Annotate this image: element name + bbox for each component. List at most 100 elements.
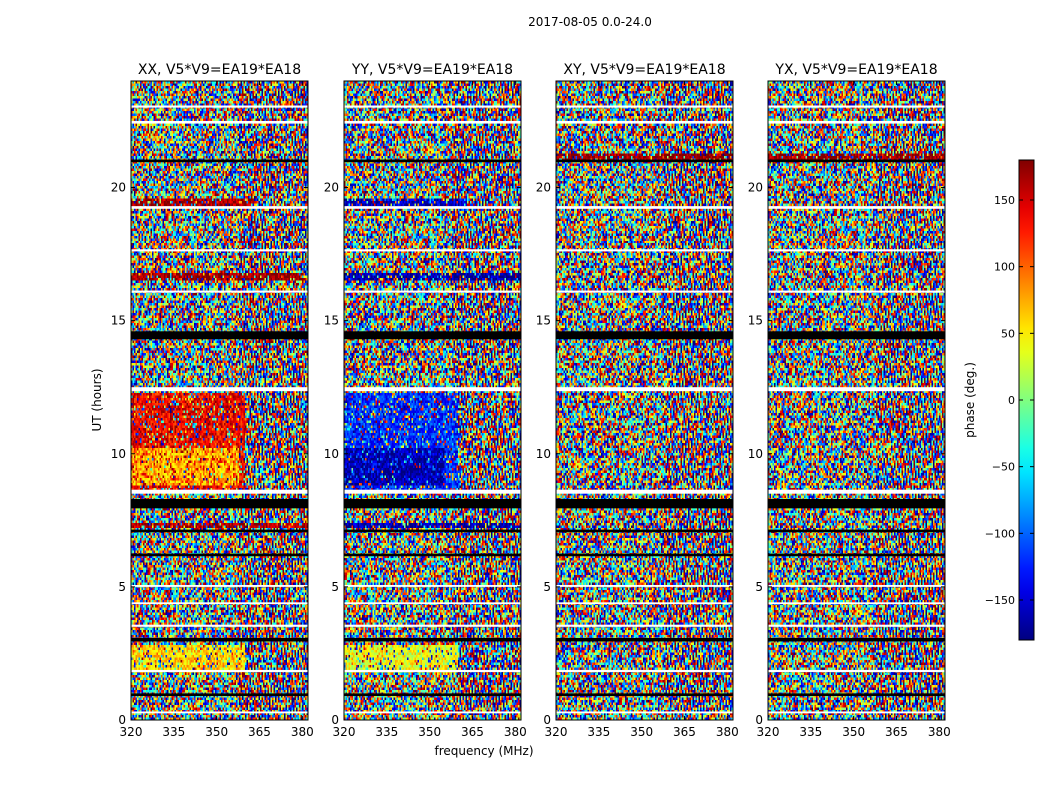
flagged-band-6 (556, 585, 733, 587)
y-tick-label: 15 (324, 314, 339, 328)
flagged-band-17 (556, 120, 733, 124)
y-tick-label: 10 (111, 447, 126, 461)
flagged-band-5 (768, 602, 945, 605)
x-tick-label: 380 (928, 725, 951, 739)
flagged-band-10 (131, 489, 308, 494)
flagged-band-10 (344, 489, 521, 494)
flagged-band-4 (344, 624, 521, 627)
flagged-band-1 (344, 693, 521, 697)
flagged-band-18 (344, 105, 521, 108)
flagged-band-11 (768, 387, 945, 392)
flagged-band-17 (768, 120, 945, 124)
panel-yy: YY, V5*V9=EA19*EA18 320 335 350 365 380 0 5 10 15… (324, 62, 527, 739)
colorbar-label: phase (deg.) (963, 362, 977, 438)
panel-xy: XY, V5*V9=EA19*EA18 320 335 350 365 380 0 5 10 15… (536, 62, 739, 739)
flagged-band-8 (768, 529, 945, 533)
x-tick-label: 350 (205, 725, 228, 739)
panels-group: XX, V5*V9=EA19*EA18 320 335 350 365 380 0 5 10 15… (111, 62, 951, 739)
flagged-band-10 (768, 489, 945, 494)
x-tick-label: 335 (799, 725, 822, 739)
x-tick-label: 320 (757, 725, 780, 739)
panel-xx: XX, V5*V9=EA19*EA18 320 335 350 365 380 0 5 10 15… (111, 62, 314, 739)
y-tick-label: 5 (118, 580, 126, 594)
y-tick-label: 10 (748, 447, 763, 461)
y-tick-label: 5 (755, 580, 763, 594)
flagged-band-9 (131, 499, 308, 509)
flagged-band-9 (556, 499, 733, 509)
flagged-band-18 (768, 105, 945, 108)
y-tick-label: 20 (536, 181, 551, 195)
y-tick-label: 10 (536, 447, 551, 461)
y-tick-label: 5 (543, 580, 551, 594)
flagged-band-15 (768, 206, 945, 209)
x-tick-label: 380 (504, 725, 527, 739)
panel-frame (343, 80, 522, 721)
flagged-band-6 (344, 585, 521, 587)
panel-yx: YX, V5*V9=EA19*EA18 320 335 350 365 380 0 5 10 15… (748, 62, 951, 739)
flagged-band-14 (131, 249, 308, 252)
flagged-band-16 (344, 159, 521, 163)
x-tick-label: 320 (333, 725, 356, 739)
y-tick-label: 10 (324, 447, 339, 461)
flagged-band-18 (556, 105, 733, 108)
flagged-band-14 (556, 249, 733, 252)
flagged-band-9 (344, 499, 521, 509)
flagged-band-7 (344, 553, 521, 557)
flagged-band-8 (556, 529, 733, 533)
flagged-band-1 (131, 693, 308, 697)
x-tick-label: 365 (248, 725, 271, 739)
colorbar-tick-label: −150 (985, 594, 1015, 607)
flagged-band-4 (768, 624, 945, 627)
flagged-band-6 (131, 585, 308, 587)
x-axis-label: frequency (MHz) (434, 744, 533, 758)
flagged-band-3 (768, 637, 945, 642)
panel-title-xx: XX, V5*V9=EA19*EA18 (138, 62, 301, 78)
flagged-band-9 (768, 499, 945, 509)
x-tick-label: 365 (885, 725, 908, 739)
figure-title: 2017-08-05 0.0-24.0 (528, 15, 652, 29)
flagged-band-17 (131, 120, 308, 124)
flagged-band-13 (556, 290, 733, 293)
x-tick-label: 320 (545, 725, 568, 739)
flagged-band-3 (344, 637, 521, 642)
x-tick-label: 365 (673, 725, 696, 739)
colorbar-tick-label: 0 (1008, 394, 1015, 407)
phase-heatmap-xx (131, 81, 308, 720)
y-tick-label: 20 (324, 181, 339, 195)
flagged-band-4 (131, 624, 308, 627)
flagged-band-12 (768, 331, 945, 340)
flagged-band-12 (556, 331, 733, 340)
x-tick-label: 380 (291, 725, 314, 739)
phase-heatmap-yy (344, 81, 521, 720)
flagged-band-8 (131, 529, 308, 533)
y-tick-label: 15 (111, 314, 126, 328)
flagged-band-7 (556, 553, 733, 557)
flagged-band-0 (344, 711, 521, 714)
flagged-band-12 (344, 331, 521, 340)
x-tick-label: 335 (162, 725, 185, 739)
x-tick-label: 335 (587, 725, 610, 739)
y-tick-label: 15 (748, 314, 763, 328)
y-tick-label: 20 (111, 181, 126, 195)
x-tick-label: 365 (461, 725, 484, 739)
flagged-band-11 (131, 387, 308, 392)
flagged-band-5 (556, 602, 733, 605)
colorbar-tick-label: 150 (994, 194, 1015, 207)
flagged-band-15 (556, 206, 733, 209)
flagged-band-13 (344, 290, 521, 293)
y-tick-label: 0 (118, 713, 126, 727)
colorbar: 150 100 50 0 −50 −100 −150 (985, 159, 1035, 641)
flagged-band-13 (768, 290, 945, 293)
y-tick-label: 5 (331, 580, 339, 594)
flagged-band-15 (344, 206, 521, 209)
flagged-band-11 (344, 387, 521, 392)
colorbar-tick-label: −100 (985, 527, 1015, 540)
x-tick-label: 350 (630, 725, 653, 739)
flagged-band-14 (768, 249, 945, 252)
y-tick-label: 0 (755, 713, 763, 727)
flagged-band-18 (131, 105, 308, 108)
flagged-band-3 (131, 637, 308, 642)
flagged-band-5 (344, 602, 521, 605)
